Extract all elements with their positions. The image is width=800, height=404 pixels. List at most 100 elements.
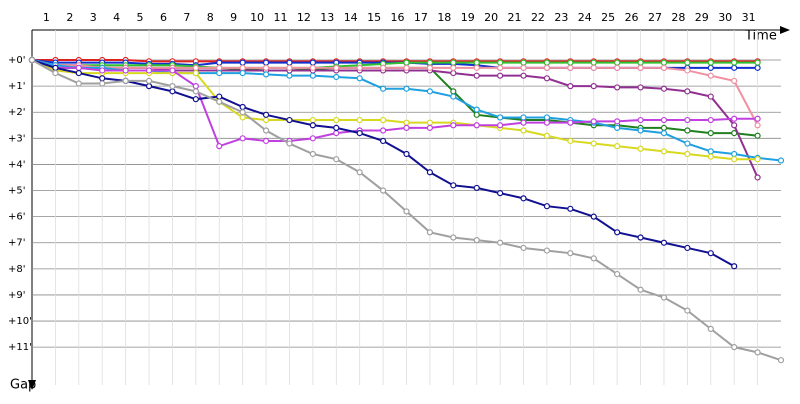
point [286,64,293,71]
point [262,127,270,134]
point [590,83,597,90]
point [169,83,176,90]
point [543,114,551,121]
x-tick-label: 15 [367,11,381,24]
point [754,174,761,181]
point [497,122,504,129]
y-tick-label: +7' [8,238,26,249]
point [309,59,316,66]
y-tick-label: +8' [8,264,26,275]
y-tick-label: +6' [8,212,26,223]
point [543,64,551,71]
x-tick-label: 10 [250,11,264,24]
point [590,59,597,66]
x-tick-label: 18 [437,11,451,24]
point [707,93,714,100]
point [731,263,738,270]
x-arrow [780,26,790,34]
point [497,72,504,79]
series-line [31,59,759,126]
point [356,116,363,124]
point [216,69,223,77]
point [99,75,106,82]
point [637,84,644,91]
point [216,59,223,66]
x-tick-label: 29 [695,11,709,24]
point [426,64,434,71]
point [520,72,527,79]
point [473,64,480,71]
point [145,77,153,85]
point [403,64,410,71]
point [754,59,761,66]
point [145,67,153,74]
point [590,255,597,262]
point [192,64,199,71]
y-tick-label: +5' [8,186,26,197]
point [333,116,340,124]
point [379,116,387,124]
point [169,88,176,95]
point [731,150,738,158]
y-tick-label: +3' [8,133,26,144]
point [262,116,270,124]
point [520,244,527,252]
point [473,106,480,113]
point [426,124,434,131]
x-tick-label: 17 [414,11,428,24]
point [75,80,82,87]
point [637,127,644,134]
point [262,59,270,66]
point [590,140,597,147]
point [403,124,410,131]
point [567,119,574,126]
x-tick-label: 19 [461,11,475,24]
point [660,85,668,92]
point [707,130,714,137]
point [52,69,59,77]
point [216,93,223,100]
x-tick-label: 23 [554,11,568,24]
point [192,96,199,103]
point [684,244,691,252]
point [192,88,199,95]
point [379,127,387,134]
point [239,135,246,142]
series-line [32,59,758,63]
point [122,77,129,85]
point [614,84,621,91]
point [379,187,387,194]
point [731,77,738,85]
point [309,122,316,129]
x-tick-label: 21 [508,11,522,24]
point [216,143,223,150]
point [497,59,504,66]
point [333,64,340,71]
point [450,64,457,71]
y-axis-label: Gap [10,378,36,393]
point [450,122,457,129]
x-tick-label: 16 [391,11,405,24]
point [379,85,387,92]
point [333,124,340,131]
point [426,229,434,236]
point [262,64,270,71]
point [262,71,270,78]
point [286,72,293,79]
point [660,124,668,131]
point [497,114,504,121]
point [192,83,199,90]
point [567,137,574,145]
x-tick-label: 4 [113,11,120,24]
point [684,127,691,134]
point [637,234,644,241]
point [286,116,293,124]
point [497,239,504,246]
point [192,69,199,77]
point [731,122,738,129]
point [403,119,410,126]
point [450,182,457,189]
point [707,59,714,66]
point [660,130,668,137]
